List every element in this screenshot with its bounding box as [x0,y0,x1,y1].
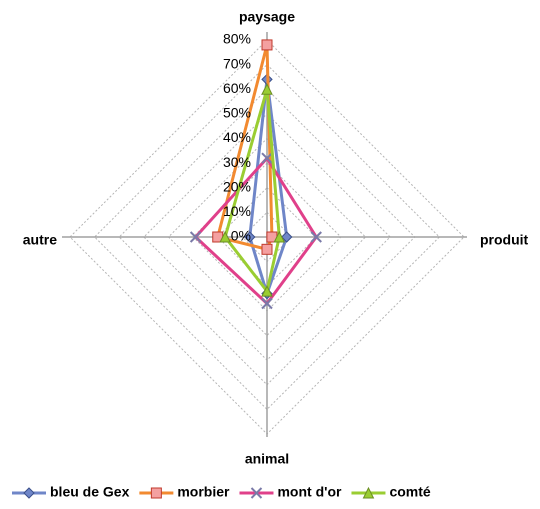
marker [362,486,375,499]
legend-label: bleu de Gex [50,484,130,500]
tick-label: 30% [223,154,251,170]
grid-ring [167,137,367,337]
marker [219,230,231,243]
series [212,39,278,255]
marker [261,285,273,297]
grid-ring [217,187,317,287]
category-label: animal [245,451,289,467]
marker [273,230,286,243]
marker [261,152,273,164]
marker [310,231,322,243]
series [219,83,286,297]
series [189,152,322,310]
marker [23,487,35,499]
legend-label: mont d'or [277,484,342,500]
marker [189,231,202,243]
marker [250,487,263,499]
tick-label: 20% [223,178,251,194]
tick-label: 70% [223,55,251,71]
marker [261,39,273,51]
marker [261,297,273,310]
legend-label: morbier [177,484,230,500]
tick-label: 0% [231,228,251,244]
marker [244,231,256,243]
tick-label: 50% [223,105,251,121]
tick-label: 40% [223,129,251,145]
marker [261,83,273,95]
legend-label: comté [389,484,430,500]
marker [150,487,162,499]
grid-ring [93,63,441,411]
category-label: autre [23,232,57,248]
category-label: produit [480,232,529,248]
marker [280,231,293,243]
tick-label: 80% [223,31,251,47]
tick-label: 10% [223,203,251,219]
marker [261,243,273,255]
tick-label: 60% [223,80,251,96]
category-label: paysage [239,9,295,25]
